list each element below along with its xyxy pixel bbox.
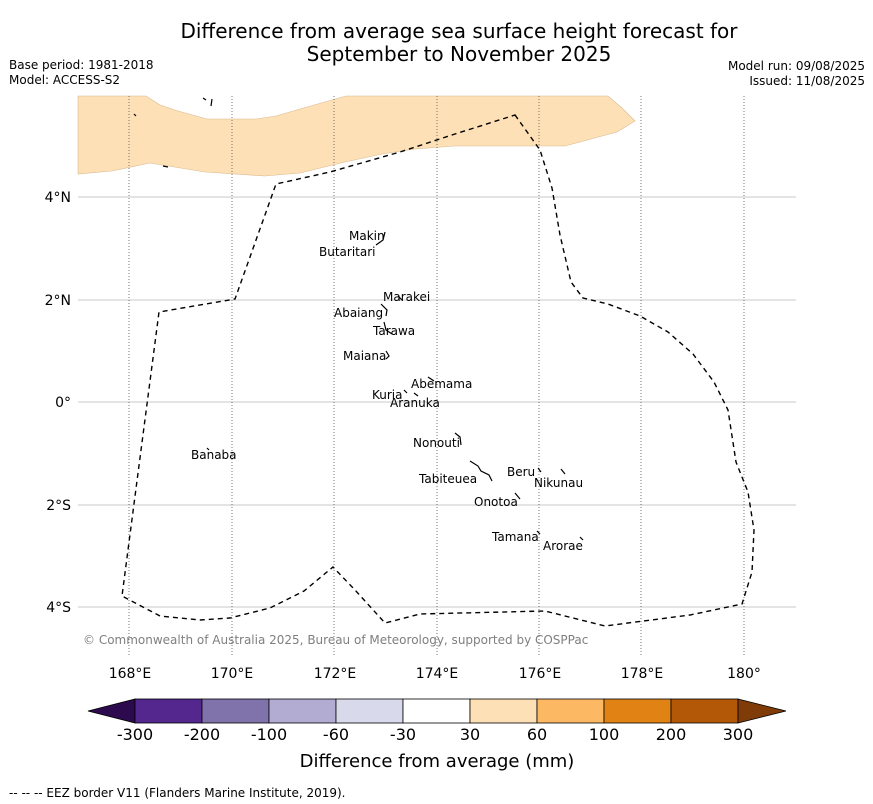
island-abemama xyxy=(427,376,435,382)
island-arorae xyxy=(579,536,584,541)
lon-label-178e: 178°E xyxy=(621,666,664,682)
island-banaba xyxy=(206,447,210,451)
lat-label-4n: 4°N xyxy=(45,190,71,206)
island-abaiang xyxy=(380,303,388,317)
colorbar-tick-neg300: -300 xyxy=(117,725,153,744)
model-run: Model run: 09/08/2025 xyxy=(727,59,865,73)
label-tarawa: Tarawa xyxy=(372,324,415,338)
meta-right: Model run: 09/08/2025 Issued: 11/08/2025 xyxy=(728,59,865,89)
longitude-gridlines xyxy=(128,96,745,656)
eez-border xyxy=(121,114,755,627)
meta-left: Base period: 1981-2018 Model: ACCESS-S2 xyxy=(9,58,154,88)
colorbar-tick-neg200: -200 xyxy=(184,725,220,744)
label-aranuka: Aranuka xyxy=(390,396,440,410)
model-name: Model: ACCESS-S2 xyxy=(9,73,121,87)
colorbar-segment-9 xyxy=(670,698,739,724)
label-makin: Makin xyxy=(349,229,385,243)
label-arorae: Arorae xyxy=(543,539,583,553)
colorbar-segment-6 xyxy=(469,698,538,724)
lon-label-174e: 174°E xyxy=(416,666,459,682)
place-labels: Makin Butaritari Marakei Abaiang Tarawa … xyxy=(191,229,583,553)
island-marakei xyxy=(397,295,403,301)
lon-label-170e: 170°E xyxy=(211,666,254,682)
colorbar-title: Difference from average (mm) xyxy=(300,751,575,772)
colorbar-tick-300: 300 xyxy=(723,725,754,744)
island-onotoa xyxy=(514,492,521,500)
colorbar-segment-2 xyxy=(201,698,270,724)
colorbar-above-triangle xyxy=(737,698,787,724)
label-abaiang: Abaiang xyxy=(334,306,383,320)
label-tabiteuea: Tabiteuea xyxy=(418,472,477,486)
title-line-1: Difference from average sea surface heig… xyxy=(180,19,738,43)
label-marakei: Marakei xyxy=(383,290,430,304)
label-tamana: Tamana xyxy=(491,530,539,544)
label-maiana: Maiana xyxy=(343,349,386,363)
island-beru xyxy=(537,467,542,473)
footer-note: -- -- -- EEZ border V11 (Flanders Marine… xyxy=(9,786,346,800)
label-onotoa: Onotoa xyxy=(474,495,518,509)
lon-label-176e: 176°E xyxy=(519,666,562,682)
label-nikunau: Nikunau xyxy=(534,476,583,490)
label-abemama: Abemama xyxy=(411,377,472,391)
island-maiana xyxy=(385,350,390,360)
lon-label-172e: 172°E xyxy=(314,666,357,682)
colorbar-segment-1 xyxy=(134,698,203,724)
title-line-2: September to November 2025 xyxy=(306,42,612,66)
longitude-labels: 168°E 170°E 172°E 174°E 176°E 178°E 180° xyxy=(109,666,761,682)
island-tamana xyxy=(536,530,541,535)
lon-label-168e: 168°E xyxy=(109,666,152,682)
map-panel: Makin Butaritari Marakei Abaiang Tarawa … xyxy=(77,95,796,656)
colorbar: -300 -200 -100 -60 -30 30 60 100 200 300… xyxy=(87,698,787,772)
label-nonouti: Nonouti xyxy=(413,436,460,450)
colorbar-segment-3 xyxy=(268,698,337,724)
island-tarawa xyxy=(383,321,393,335)
lat-label-2n: 2°N xyxy=(45,293,71,309)
copyright-text: © Commonwealth of Australia 2025, Bureau… xyxy=(83,633,588,647)
issued-date: Issued: 11/08/2025 xyxy=(749,74,865,88)
positive-anomaly-region xyxy=(77,95,636,177)
label-banaba: Banaba xyxy=(191,448,237,462)
colorbar-segment-5 xyxy=(402,698,471,724)
lon-label-180: 180° xyxy=(727,666,761,682)
island-tabiteuea xyxy=(469,460,493,482)
islands xyxy=(133,97,584,541)
latitude-labels: 4°N 2°N 0° 2°S 4°S xyxy=(45,190,72,616)
island-nikunau xyxy=(560,468,566,475)
island-kuria-aranuka xyxy=(403,389,419,397)
colorbar-tick-neg30: -30 xyxy=(390,725,416,744)
map-title: Difference from average sea surface heig… xyxy=(0,20,873,66)
colorbar-tick-30: 30 xyxy=(460,725,480,744)
colorbar-segment-8 xyxy=(603,698,672,724)
colorbar-tick-neg60: -60 xyxy=(323,725,349,744)
lat-label-2s: 2°S xyxy=(46,498,71,514)
colorbar-tick-60: 60 xyxy=(527,725,547,744)
label-kuria: Kuria xyxy=(372,388,403,402)
lat-label-4s: 4°S xyxy=(46,600,71,616)
island-nonouti xyxy=(454,432,462,446)
colorbar-segment-7 xyxy=(536,698,605,724)
island-northern-fragments xyxy=(133,97,213,168)
lat-label-0: 0° xyxy=(55,395,71,411)
base-period: Base period: 1981-2018 xyxy=(9,58,154,72)
label-beru: Beru xyxy=(507,465,535,479)
colorbar-below-triangle xyxy=(87,698,136,724)
label-butaritari: Butaritari xyxy=(319,245,376,259)
island-makin-butaritari xyxy=(375,231,386,246)
colorbar-segment-4 xyxy=(335,698,404,724)
colorbar-tick-neg100: -100 xyxy=(251,725,287,744)
colorbar-tick-100: 100 xyxy=(589,725,620,744)
colorbar-tick-200: 200 xyxy=(656,725,687,744)
